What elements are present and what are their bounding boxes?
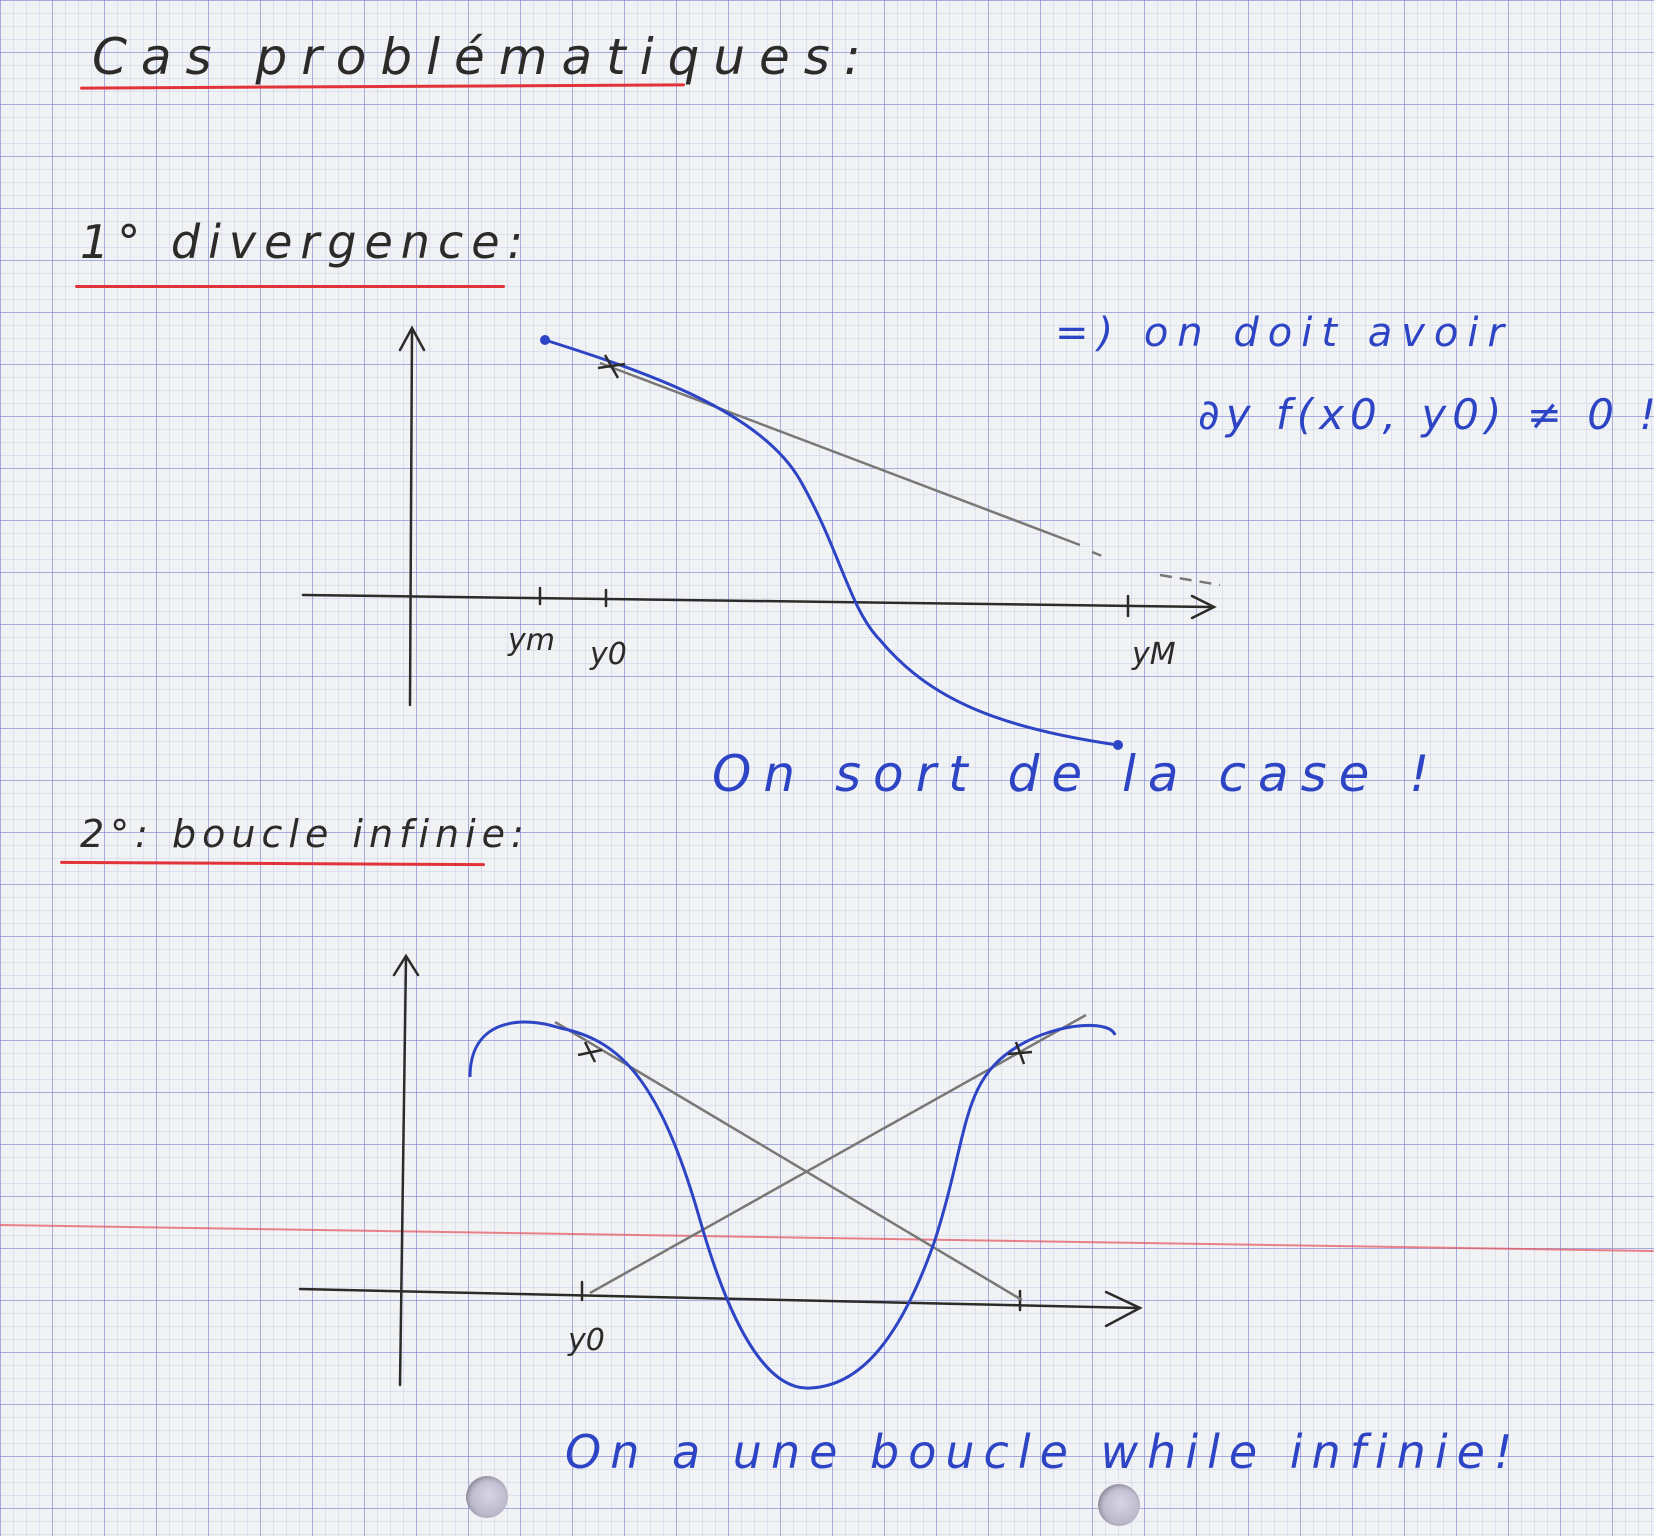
graph1-axes [301, 325, 1217, 707]
graph1-x-arrowhead [1190, 594, 1217, 620]
section1-note-line2: ∂y f(x0, y0) ≠ 0 !! [1198, 390, 1654, 439]
graph2-y-axis [398, 956, 408, 1387]
graph1-label-y0: y0 [589, 637, 627, 672]
graph1-curve [544, 338, 1119, 747]
graph2-y-arrowhead [392, 953, 420, 977]
graph1-y-arrowhead [398, 325, 426, 352]
graph2-x-axis [298, 1287, 1140, 1310]
graph2-x-arrowhead [1104, 1290, 1143, 1328]
binder-hole-right [1098, 1484, 1140, 1526]
page-title: Cas problématiques: [92, 28, 875, 86]
graph2-axes [298, 953, 1143, 1387]
binder-hole-left [466, 1476, 508, 1518]
graph2-label-y0: y0 [567, 1323, 605, 1358]
section2-conclusion: On a une boucle while infinie! [565, 1425, 1522, 1479]
graph1-curve-start-dot [540, 335, 550, 345]
graph2-curve [468, 1020, 1117, 1390]
graph2-y0-cross [577, 1041, 603, 1063]
section1-conclusion: On sort de la case ! [712, 745, 1442, 803]
section1-underline [75, 285, 505, 288]
graph1-label-yM: yM [1131, 637, 1176, 672]
section1-note-line1: =) on doit avoir [1055, 310, 1513, 356]
graph1-y-axis [408, 328, 414, 707]
graph1-curve-end-dot [1113, 740, 1123, 750]
section2-heading: 2°: boucle infinie: [80, 812, 530, 856]
graph1-tangent [599, 361, 1221, 587]
section1-heading: 1° divergence: [80, 215, 532, 269]
graph1-x-axis [301, 593, 1214, 609]
graph1-label-ym: ym [507, 623, 555, 658]
graph2-tangent-right [589, 1013, 1087, 1295]
graph2-tangents [554, 1013, 1087, 1302]
graph1-y0-cross [597, 354, 626, 379]
graph2-right-cross [1007, 1041, 1033, 1065]
